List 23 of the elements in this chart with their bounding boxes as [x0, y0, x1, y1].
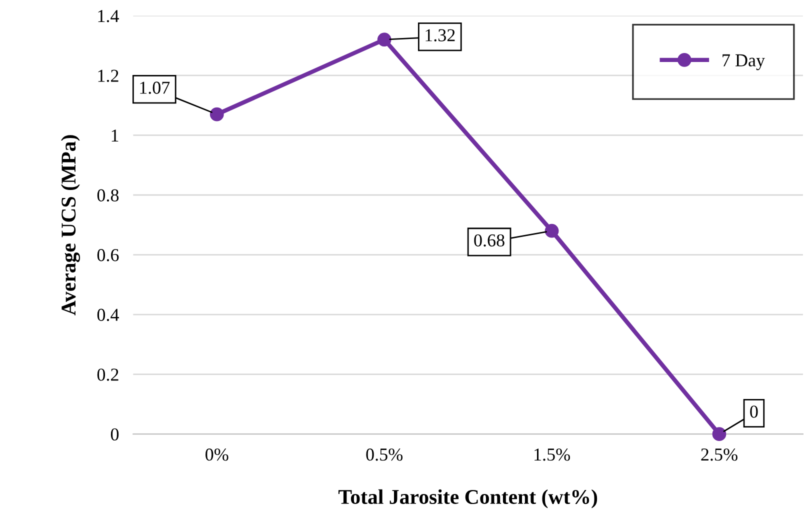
x-tick-label: 1.5%	[534, 448, 570, 461]
legend-label: 7 Day	[722, 54, 765, 70]
y-tick-label: 1.2	[98, 70, 118, 82]
x-tick-label: 0.5%	[366, 448, 403, 461]
data-label: 1.32	[426, 29, 455, 42]
y-tick-label: 0	[110, 428, 119, 441]
data-label: 1.07	[140, 82, 170, 94]
y-axis-title: Average UCS (MPa)	[60, 135, 80, 316]
y-tick-label: 0.2	[97, 368, 118, 381]
y-tick-label: 0.6	[97, 249, 119, 262]
data-label: 0.68	[474, 234, 504, 247]
y-tick-label: 1.4	[98, 10, 119, 22]
point	[377, 32, 392, 47]
point	[712, 427, 726, 442]
point	[544, 224, 559, 238]
y-tick-label: 0.8	[97, 189, 119, 202]
x-axis-title: Total Jarosite Content (wt%)	[338, 489, 598, 508]
point	[210, 107, 224, 122]
x-tick-label: 0%	[206, 448, 228, 461]
x-tick-label: 2.5%	[701, 448, 738, 461]
y-tick-label: 1	[112, 130, 118, 142]
y-tick-label: 0.4	[97, 308, 119, 322]
data-label: 0	[750, 406, 758, 418]
